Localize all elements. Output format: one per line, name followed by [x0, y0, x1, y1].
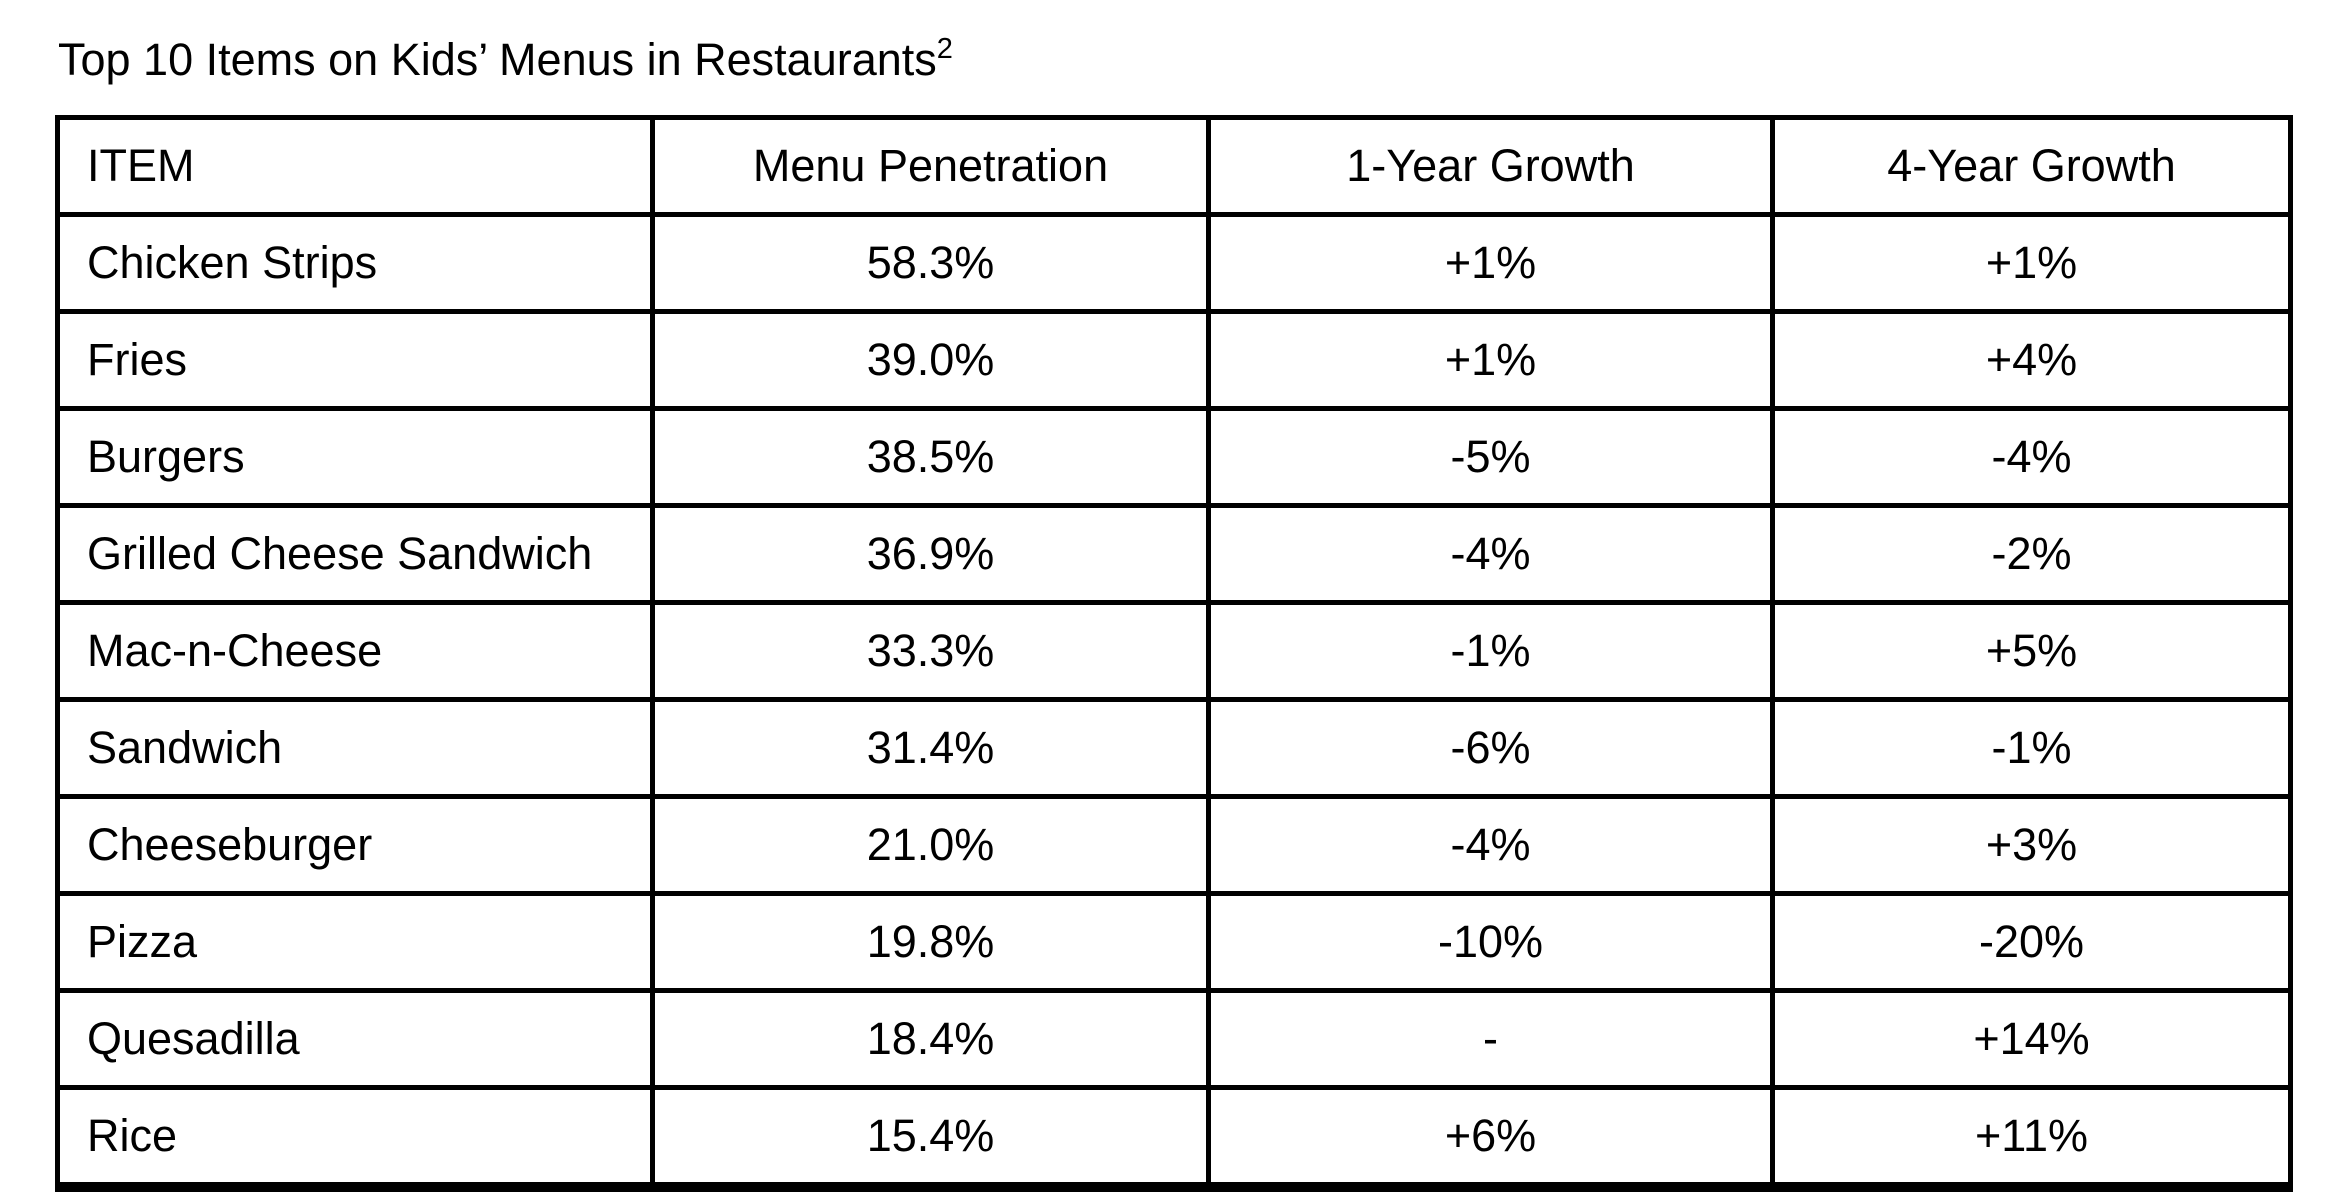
cell-1yr-growth: -4%: [1206, 794, 1775, 896]
table-header-row: ITEM Menu Penetration 1-Year Growth 4-Ye…: [55, 115, 2293, 217]
cell-4yr-growth: -4%: [1770, 406, 2293, 508]
table-row: Mac-n-Cheese 33.3% -1% +5%: [55, 600, 2293, 702]
cell-4yr-growth: -1%: [1770, 697, 2293, 799]
table-row: Pizza 19.8% -10% -20%: [55, 891, 2293, 993]
cell-1yr-growth: +1%: [1206, 309, 1775, 411]
column-header-item: ITEM: [55, 115, 655, 217]
cell-1yr-growth: -5%: [1206, 406, 1775, 508]
table-row: Quesadilla 18.4% - +14%: [55, 988, 2293, 1090]
cell-penetration: 38.5%: [650, 406, 1211, 508]
cell-penetration: 15.4%: [650, 1085, 1211, 1190]
cell-penetration: 39.0%: [650, 309, 1211, 411]
cell-penetration: 58.3%: [650, 212, 1211, 314]
page-title-superscript: 2: [936, 33, 953, 65]
page-title-text: Top 10 Items on Kids’ Menus in Restauran…: [58, 34, 937, 85]
cell-1yr-growth: -6%: [1206, 697, 1775, 799]
cell-penetration: 33.3%: [650, 600, 1211, 702]
cell-item: Burgers: [55, 406, 655, 508]
cell-item: Chicken Strips: [55, 212, 655, 314]
table-row: Grilled Cheese Sandwich 36.9% -4% -2%: [55, 503, 2293, 605]
cell-4yr-growth: +14%: [1770, 988, 2293, 1090]
cell-item: Pizza: [55, 891, 655, 993]
cell-4yr-growth: +11%: [1770, 1085, 2293, 1190]
table-row: Cheeseburger 21.0% -4% +3%: [55, 794, 2293, 896]
cell-4yr-growth: +5%: [1770, 600, 2293, 702]
cell-item: Fries: [55, 309, 655, 411]
cell-penetration: 19.8%: [650, 891, 1211, 993]
cell-penetration: 18.4%: [650, 988, 1211, 1090]
cell-4yr-growth: -20%: [1770, 891, 2293, 993]
cell-penetration: 21.0%: [650, 794, 1211, 896]
column-header-1yr-growth: 1-Year Growth: [1206, 115, 1775, 217]
table-row: Chicken Strips 58.3% +1% +1%: [55, 212, 2293, 314]
cell-4yr-growth: +4%: [1770, 309, 2293, 411]
cell-1yr-growth: -10%: [1206, 891, 1775, 993]
cell-1yr-growth: -: [1206, 988, 1775, 1090]
cell-item: Mac-n-Cheese: [55, 600, 655, 702]
cell-1yr-growth: +1%: [1206, 212, 1775, 314]
cell-item: Rice: [55, 1085, 655, 1190]
table-row: Rice 15.4% +6% +11%: [55, 1085, 2293, 1190]
cell-item: Grilled Cheese Sandwich: [55, 503, 655, 605]
column-header-penetration: Menu Penetration: [650, 115, 1211, 217]
page-title: Top 10 Items on Kids’ Menus in Restauran…: [58, 33, 953, 86]
cell-item: Cheeseburger: [55, 794, 655, 896]
cell-item: Sandwich: [55, 697, 655, 799]
cell-4yr-growth: -2%: [1770, 503, 2293, 605]
table-row: Fries 39.0% +1% +4%: [55, 309, 2293, 411]
cell-item: Quesadilla: [55, 988, 655, 1090]
table-row: Burgers 38.5% -5% -4%: [55, 406, 2293, 508]
cell-4yr-growth: +1%: [1770, 212, 2293, 314]
cell-1yr-growth: -1%: [1206, 600, 1775, 702]
cell-1yr-growth: -4%: [1206, 503, 1775, 605]
table-row: Sandwich 31.4% -6% -1%: [55, 697, 2293, 799]
cell-1yr-growth: +6%: [1206, 1085, 1775, 1190]
cell-penetration: 36.9%: [650, 503, 1211, 605]
column-header-4yr-growth: 4-Year Growth: [1770, 115, 2293, 217]
kids-menu-items-table: ITEM Menu Penetration 1-Year Growth 4-Ye…: [55, 115, 2293, 1192]
cell-4yr-growth: +3%: [1770, 794, 2293, 896]
cell-penetration: 31.4%: [650, 697, 1211, 799]
